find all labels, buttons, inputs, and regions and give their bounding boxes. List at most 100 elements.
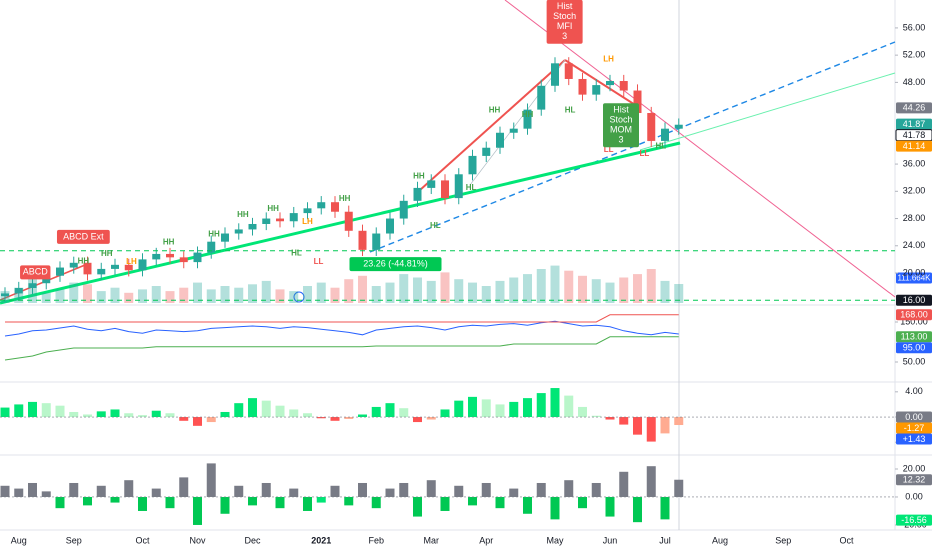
histogram-bar [14, 488, 24, 497]
x-tick-label: Feb [368, 535, 384, 545]
candle-body [248, 223, 257, 230]
price-label: +1.43 [903, 434, 926, 444]
candle-body [152, 253, 161, 260]
signal-text: MOM [610, 125, 632, 135]
histogram-bar [138, 496, 147, 511]
x-tick-label: Oct [839, 535, 854, 545]
y-tick-label: 52.00 [903, 50, 926, 60]
swing-label: HH [208, 229, 220, 238]
indicator-line [4, 320, 679, 337]
signal-box [546, 0, 583, 44]
trend-line [639, 72, 896, 151]
candle-body [83, 262, 92, 275]
histogram-bar [289, 409, 299, 418]
candle-body [537, 85, 546, 110]
histogram-bar [234, 485, 244, 497]
histogram-bar [179, 417, 189, 421]
histogram-bar [674, 479, 684, 497]
candle-body [138, 259, 147, 271]
signal-text: 3 [618, 135, 623, 145]
histogram-bar [495, 496, 505, 509]
histogram-bar [151, 488, 161, 497]
volume-bar [234, 287, 244, 303]
event-icon[interactable] [293, 291, 305, 303]
histogram-bar [0, 407, 10, 418]
signal-text: MFI [557, 21, 573, 31]
histogram-bar [165, 413, 175, 418]
histogram-bar [536, 482, 546, 497]
signal-box [603, 103, 639, 148]
histogram-bar [261, 482, 271, 497]
price-label: 41.87 [903, 119, 926, 129]
price-label-box [896, 474, 932, 486]
price-label: 95.00 [903, 343, 926, 353]
candle-body [166, 253, 174, 258]
histogram-bar [41, 491, 51, 497]
histogram-bar [523, 496, 532, 514]
histogram-bar [591, 482, 601, 497]
histogram-bar [55, 405, 65, 418]
histogram-bar [399, 482, 409, 497]
x-tick-label: Apr [479, 535, 493, 545]
volume-bar [55, 289, 65, 303]
histogram-bar [316, 496, 326, 503]
x-tick-label: Dec [244, 535, 261, 545]
swing-label: LL [604, 145, 614, 154]
price-label-box [896, 331, 932, 343]
price-label-box [896, 411, 932, 423]
volume-bar [193, 282, 202, 303]
histogram-bar [220, 496, 230, 514]
volume-bar [124, 292, 134, 303]
histogram-bar [646, 466, 656, 497]
volume-bar [330, 287, 340, 303]
histogram-bar [440, 496, 450, 511]
volume-bar [454, 279, 464, 303]
candle-body [674, 124, 683, 129]
histogram-bar [193, 496, 202, 525]
price-label-box [896, 422, 932, 434]
candle-body [441, 180, 449, 199]
volume-bar [151, 286, 161, 303]
histogram-bar [124, 413, 134, 418]
volume-bar [633, 274, 642, 303]
histogram-bar [619, 417, 629, 425]
candle-body [468, 155, 477, 175]
x-tick-label: Oct [135, 535, 150, 545]
x-tick-label: Aug [712, 535, 728, 545]
volume-bar [509, 277, 519, 303]
y-tick-label: 36.00 [903, 158, 926, 168]
volume-bar [385, 282, 395, 303]
volume-bar [316, 282, 326, 303]
histogram-bar [55, 496, 65, 509]
swing-label: HH [413, 171, 425, 180]
histogram-bar [248, 496, 257, 506]
signal-text: Stoch [553, 11, 576, 21]
histogram-bar [124, 480, 134, 497]
histogram-bar [69, 482, 79, 497]
swing-label: HH [489, 105, 501, 114]
volume-bar [110, 287, 120, 303]
candle-body [372, 233, 381, 250]
histogram-bar [261, 400, 271, 418]
histogram-bar [358, 414, 367, 418]
candle-body [633, 90, 642, 114]
price-label: 168.00 [900, 310, 928, 320]
candle-body [56, 267, 64, 276]
candle-body [454, 174, 463, 199]
volume-bar [41, 292, 51, 303]
volume-bar [440, 272, 450, 303]
candle-body [317, 202, 326, 209]
histogram-bar [509, 401, 519, 418]
histogram-bar [179, 477, 189, 497]
volume-bar [619, 277, 629, 303]
volume-bar [179, 287, 189, 303]
histogram-bar [426, 417, 436, 420]
candle-body [28, 283, 37, 288]
volume-bar [578, 275, 587, 303]
candle-body [234, 229, 243, 234]
histogram-bar [289, 488, 299, 497]
candle-body [331, 202, 339, 212]
swing-label: LL [639, 149, 649, 158]
y-tick-label: 56.00 [903, 22, 926, 32]
